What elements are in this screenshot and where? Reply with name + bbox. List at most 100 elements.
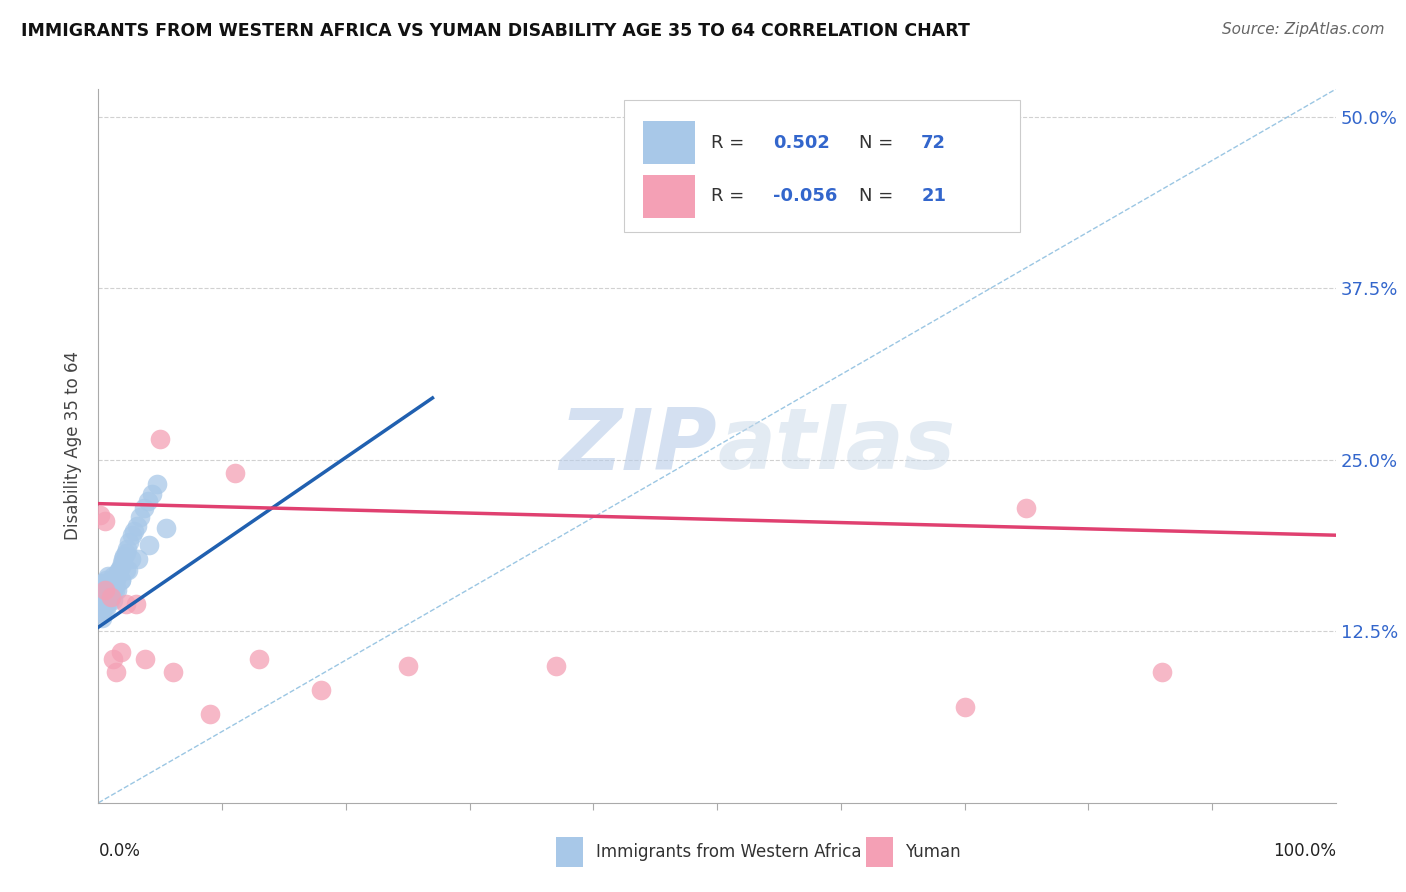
Point [141,487,163,501]
Point [94,579,117,593]
Point [120,551,142,566]
Point [91,583,114,598]
Point [97,587,120,601]
Point [107,566,129,580]
Point [100,590,122,604]
Point [103,651,125,665]
Text: 72: 72 [921,134,946,152]
Point [93,583,115,598]
Text: R =: R = [711,187,749,205]
Point [96,576,118,591]
Point [91,610,114,624]
Text: -0.056: -0.056 [773,187,837,205]
Point [198,706,221,721]
Point [100,576,122,591]
Text: 100.0%: 100.0% [1272,842,1336,860]
Point [93,515,115,529]
Point [134,500,156,515]
Point [100,590,122,604]
Point [112,551,135,566]
Point [89,508,111,522]
Point [149,432,172,446]
Text: ZIP: ZIP [560,404,717,488]
Text: 21: 21 [921,187,946,205]
Text: N =: N = [859,187,900,205]
Point [145,477,167,491]
Point [89,590,111,604]
Point [110,559,132,574]
Point [93,583,115,598]
Point [1015,500,1038,515]
Bar [643,121,695,164]
Point [112,549,135,563]
Point [91,601,114,615]
Point [121,528,143,542]
Point [93,597,115,611]
Point [103,592,125,607]
Point [105,583,128,598]
Point [103,583,125,598]
Point [89,597,111,611]
Point [124,597,146,611]
Point [91,592,114,607]
Point [90,583,112,598]
Point [93,587,115,601]
Point [136,494,159,508]
Point [97,569,120,583]
Point [94,574,117,588]
Y-axis label: Disability Age 35 to 64: Disability Age 35 to 64 [65,351,83,541]
Point [117,562,139,576]
Point [103,579,125,593]
Point [546,658,568,673]
Point [103,569,125,583]
Point [93,579,115,593]
Point [124,524,146,538]
Point [110,645,132,659]
Point [134,651,156,665]
Point [91,576,114,591]
Text: IMMIGRANTS FROM WESTERN AFRICA VS YUMAN DISABILITY AGE 35 TO 64 CORRELATION CHAR: IMMIGRANTS FROM WESTERN AFRICA VS YUMAN … [21,22,970,40]
Point [101,583,124,598]
Point [93,592,115,607]
Point [155,521,177,535]
Point [396,658,419,673]
Point [114,597,136,611]
Point [162,665,184,680]
Point [224,467,246,481]
Text: 0.502: 0.502 [773,134,830,152]
Point [1152,665,1174,680]
Text: Yuman: Yuman [905,843,960,861]
Point [110,574,132,588]
Point [90,607,112,621]
Point [127,551,149,566]
Point [100,583,122,598]
Point [309,683,332,698]
Bar [643,175,695,218]
Point [98,576,121,591]
Text: R =: R = [711,134,749,152]
Point [104,574,127,588]
Text: 0.0%: 0.0% [98,842,141,860]
Bar [866,837,893,867]
Point [97,590,120,604]
Bar [557,837,583,867]
Point [94,601,117,615]
Point [114,546,136,560]
Point [93,601,115,615]
Text: Immigrants from Western Africa: Immigrants from Western Africa [596,843,862,861]
Point [110,574,132,588]
Point [101,574,124,588]
Point [111,556,134,570]
Point [96,583,118,598]
Point [247,651,270,665]
Point [105,569,128,583]
Point [96,592,118,607]
Point [94,590,117,604]
Point [94,592,117,607]
Point [129,510,152,524]
Point [114,562,136,576]
Text: atlas: atlas [717,404,955,488]
Point [97,579,120,593]
Point [108,562,131,576]
Point [125,518,148,533]
